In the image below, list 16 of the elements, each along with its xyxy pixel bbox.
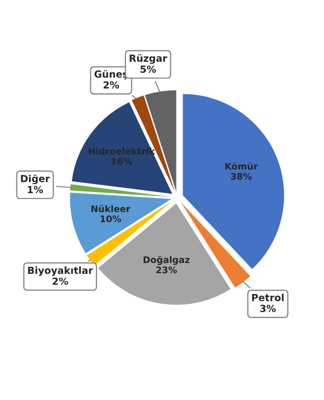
data-label: 23% [156,266,177,274]
slice-label: Petrol [252,294,284,302]
data-label: 38% [231,172,252,180]
slice-label: Nükleer [91,205,130,212]
slice-label: Biyoyakıtlar [28,266,94,276]
data-label: 3% [260,304,276,312]
data-label: 1% [28,186,43,194]
data-label: 2% [52,278,68,285]
data-label: 2% [104,81,120,89]
data-label: 16% [112,158,132,165]
slice-label: Kömür [225,162,258,170]
slice-label: Diğer [21,174,50,184]
data-label: 5% [140,65,156,73]
slice-label: Rüzgar [130,54,168,64]
data-label: 10% [100,215,122,222]
slice-label: Doğalgaz [144,256,190,265]
